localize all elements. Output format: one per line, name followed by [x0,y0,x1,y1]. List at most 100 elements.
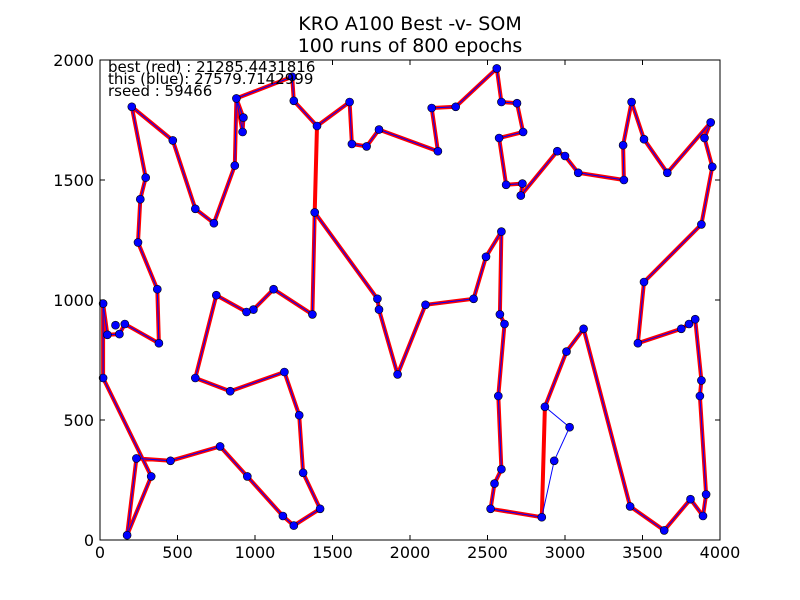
city-point [701,490,711,499]
city-point [618,140,628,150]
city-point [98,299,108,308]
city-point [676,324,686,334]
city-point [374,125,384,134]
city-point [115,329,124,339]
city-point [697,376,706,385]
city-point [133,238,143,247]
city-point [289,96,299,106]
city-point [374,305,384,314]
city-point [540,402,550,412]
city-point [238,127,247,137]
city-point [560,151,570,161]
city-point [421,300,430,310]
city-point [497,227,506,236]
city-point [136,194,145,204]
x-tick-label: 2500 [467,543,508,562]
city-point [537,512,547,522]
city-point [690,314,700,324]
city-point [312,121,322,131]
annotation-rseed: rseed : 59466 [108,82,212,100]
x-tick-label: 1500 [312,543,353,562]
city-point [393,370,402,379]
y-tick-label: 2000 [53,51,94,70]
city-point [191,373,200,383]
city-point [132,454,141,463]
city-point [481,252,491,262]
y-tick-label: 1000 [53,291,94,310]
city-point [500,319,509,329]
city-point [239,113,248,122]
city-point [698,511,708,521]
city-point [565,422,574,432]
city-point [242,307,251,317]
city-point [684,319,694,329]
y-tick-label: 500 [63,411,94,430]
city-point [280,367,289,377]
city-point [120,319,130,329]
plot-frame [99,59,721,541]
city-point [549,456,559,466]
city-point [287,72,297,82]
city-point [294,410,304,420]
city-point [562,347,571,356]
city-point [639,277,649,287]
city-point [154,338,164,348]
city-point [427,103,437,113]
city-point [497,97,506,107]
city-point [98,373,108,383]
city-point [451,102,461,112]
city-point [700,133,709,143]
x-tick-label: 4000 [700,543,741,562]
city-point [662,168,672,178]
city-point [232,94,241,103]
city-point [433,146,443,156]
city-point [362,142,371,151]
x-tick-label: 3500 [622,543,663,562]
city-point [153,284,162,294]
city-point [633,338,643,348]
city-point [493,391,503,401]
city-point [215,442,225,451]
city-point [659,526,669,535]
city-point [627,97,636,107]
city-point [497,464,506,474]
tick-layer: 0 500 1000 1500 2000 2500 3000 3500 4000 0 500 1000… [53,51,740,562]
city-point [122,530,132,540]
city-point [347,139,357,149]
city-point [486,504,495,514]
city-point [495,310,505,319]
city-point [573,168,583,178]
city-point [552,146,562,156]
city-point [516,191,526,200]
city-point [619,175,629,185]
city-point [686,494,695,504]
city-point [308,310,317,319]
city-point [269,284,278,294]
city-point [512,98,522,108]
city-point [310,208,320,217]
y-tick-label: 0 [84,531,94,550]
x-tick-label: 3000 [545,543,586,562]
city-point [243,472,252,481]
city-point [373,294,382,304]
city-point [518,179,527,188]
city-point [469,294,478,304]
annotation-best: best (red) : 21285.4431816 [108,58,315,76]
city-point [289,521,299,530]
city-point [518,127,528,137]
city-point [166,456,175,466]
city-point [315,504,325,514]
city-point [209,218,219,228]
chart-subtitle: 100 runs of 800 epochs [298,35,523,57]
city-point [697,220,706,229]
city-marker-layer [98,64,717,540]
city-point [298,468,308,478]
city-point [494,133,504,143]
city-point [706,118,716,127]
city-point [146,472,156,481]
y-tick-label: 1500 [53,171,94,190]
city-point [625,502,635,511]
city-point [127,102,137,112]
